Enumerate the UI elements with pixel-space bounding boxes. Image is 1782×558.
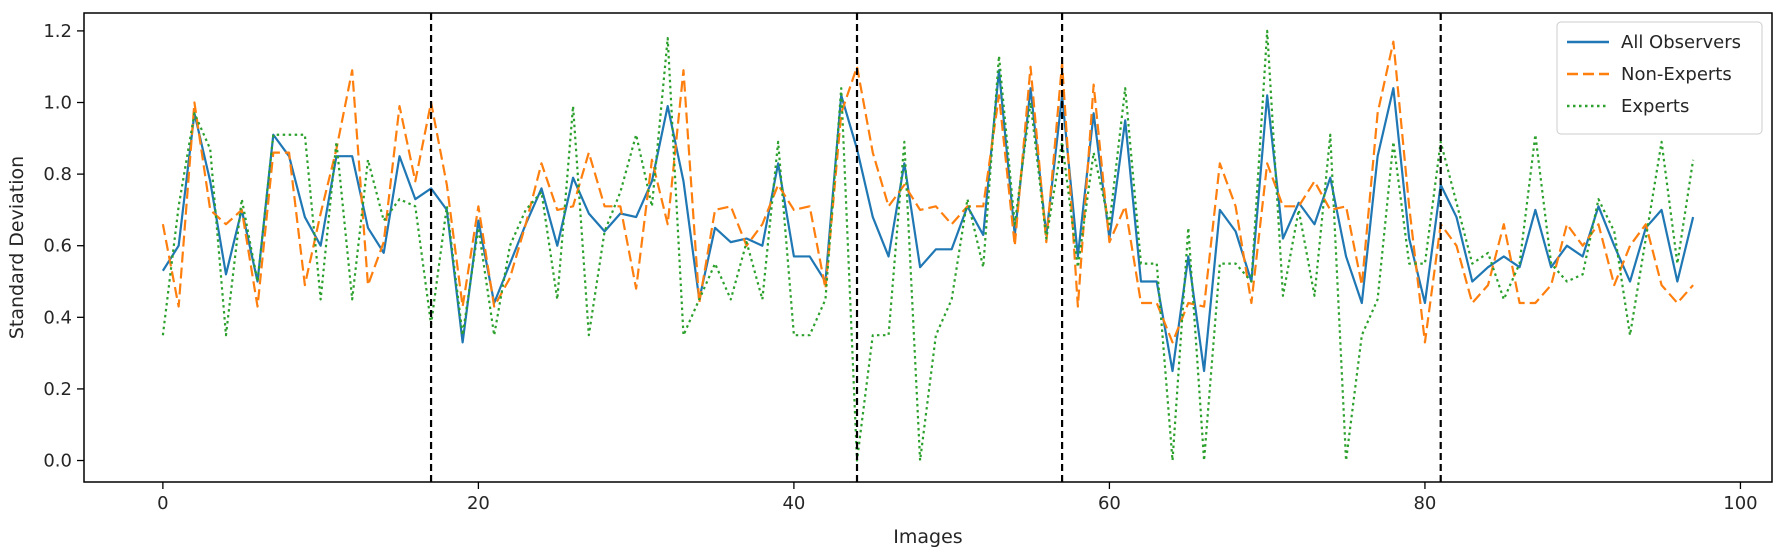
y-axis-label: Standard Deviation [6,156,28,339]
legend-label: Non-Experts [1621,64,1732,85]
x-axis-label: Images [893,526,962,548]
axes-frame [83,12,1773,483]
series-line-all-observers [161,69,1695,373]
y-axis: 0.0 0.2 0.4 0.6 0.8 1.0 1.2 [43,21,84,472]
x-axis: 0 20 40 60 80 100 [157,482,1758,514]
y-tick-label: 0.2 [43,379,72,400]
x-tick-label: 60 [1098,493,1121,514]
x-tick-label: 0 [157,493,168,514]
series-line-non-experts [161,40,1694,344]
legend-label: All Observers [1621,32,1741,53]
y-tick-label: 0.6 [43,236,72,257]
y-tick-label: 1.2 [43,21,72,42]
y-tick-label: 0.8 [43,164,72,185]
y-tick-label: 0.4 [43,307,72,328]
x-tick-label: 40 [782,493,805,514]
x-tick-label: 100 [1723,493,1757,514]
legend: All Observers Non-Experts Experts [1556,21,1763,135]
legend-label: Experts [1621,96,1689,117]
x-tick-label: 20 [467,493,490,514]
series-layer [161,29,1695,462]
vertical-separators [429,13,1442,482]
y-tick-label: 1.0 [43,93,72,114]
x-tick-label: 80 [1413,493,1436,514]
y-tick-label: 0.0 [43,451,72,472]
legend-box [1556,21,1763,135]
